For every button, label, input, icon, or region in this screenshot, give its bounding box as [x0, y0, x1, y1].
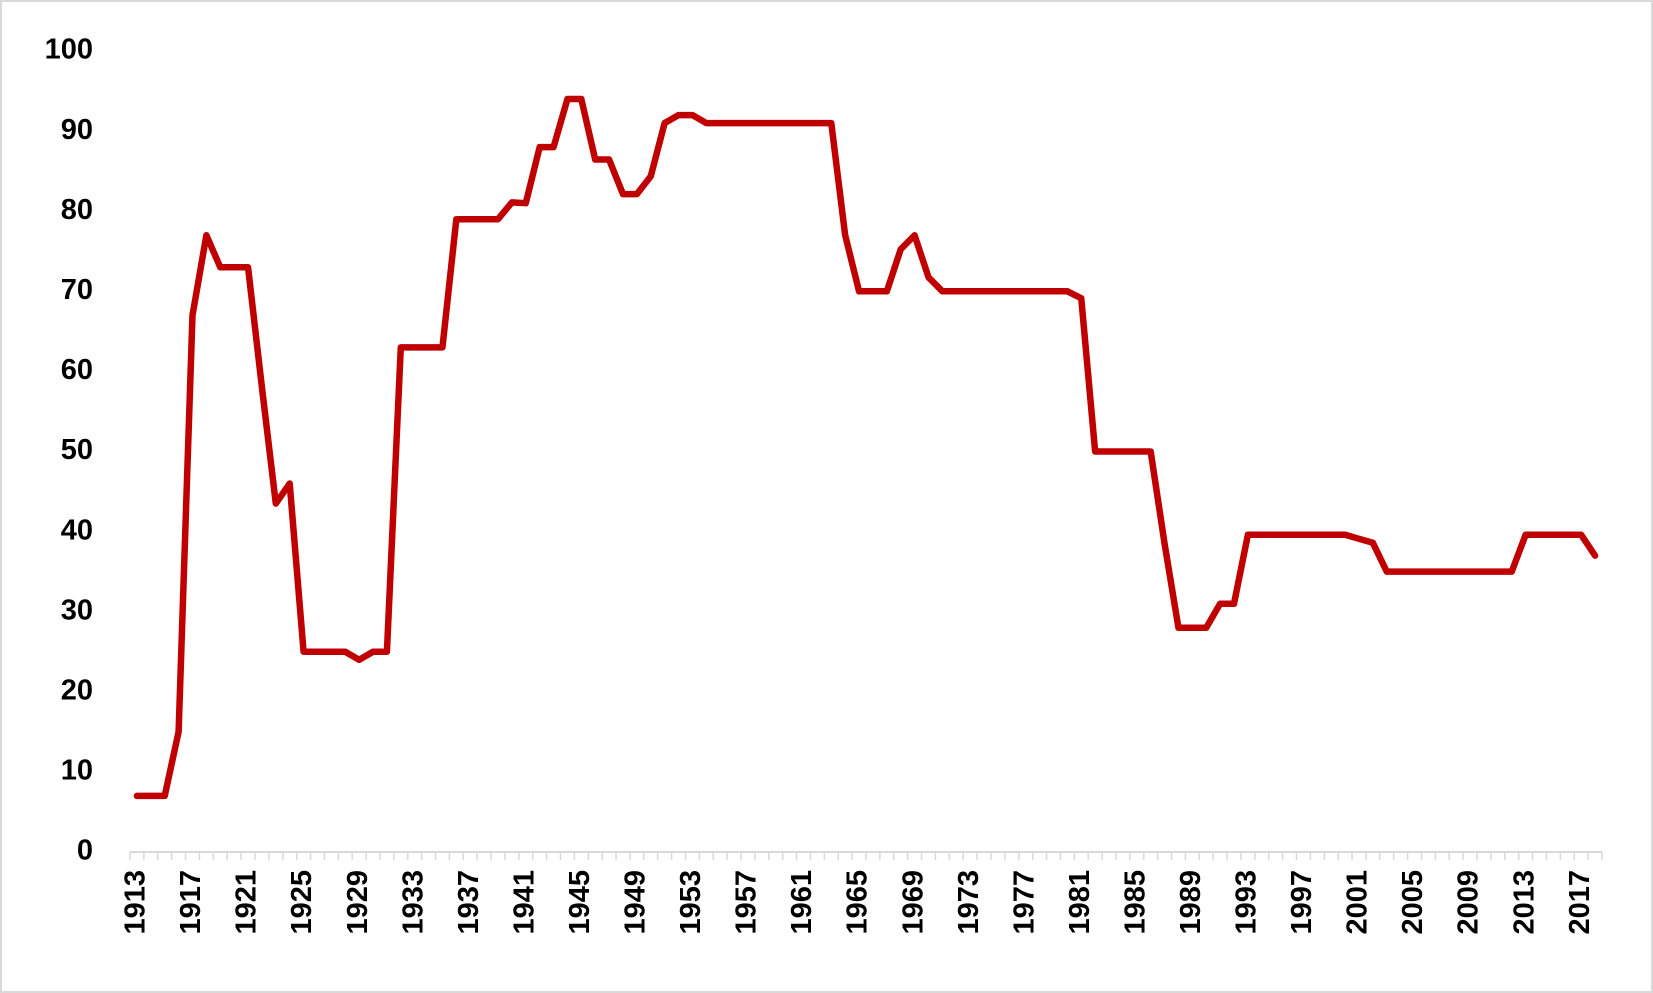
x-tick-label: 1937: [453, 870, 485, 935]
x-tick-label: 1961: [786, 870, 818, 935]
x-tick-label: 2005: [1397, 870, 1429, 935]
x-tick-label: 1921: [231, 870, 263, 935]
x-tick-label: 1973: [953, 870, 985, 935]
x-tick-label: 1997: [1286, 870, 1318, 935]
x-tick-label: 2009: [1453, 870, 1485, 935]
y-tick-label: 70: [61, 274, 93, 306]
y-tick-label: 50: [61, 434, 93, 466]
x-tick-label: 1913: [120, 870, 152, 935]
x-tick-label: 1953: [675, 870, 707, 935]
y-tick-label: 80: [61, 194, 93, 226]
y-tick-label: 90: [61, 114, 93, 146]
x-tick-label: 2001: [1342, 870, 1374, 935]
x-tick-label: 1929: [342, 870, 374, 935]
y-tick-label: 60: [61, 354, 93, 386]
x-tick-label: 1985: [1119, 870, 1151, 935]
x-tick-label: 1917: [175, 870, 207, 935]
y-tick-label: 20: [61, 674, 93, 706]
x-tick-label: 1933: [397, 870, 429, 935]
y-tick-label: 100: [45, 34, 93, 66]
x-tick-label: 1993: [1231, 870, 1263, 935]
x-tick-label: 2017: [1564, 870, 1596, 935]
x-tick-label: 1977: [1008, 870, 1040, 935]
x-tick-label: 2013: [1508, 870, 1540, 935]
x-tick-label: 1965: [842, 870, 874, 935]
y-tick-label: 10: [61, 755, 93, 787]
x-tick-label: 1989: [1175, 870, 1207, 935]
y-tick-label: 0: [77, 835, 93, 867]
x-tick-label: 1957: [731, 870, 763, 935]
x-tick-label: 1945: [564, 870, 596, 935]
y-tick-label: 30: [61, 594, 93, 626]
x-tick-label: 1941: [508, 870, 540, 935]
y-tick-label: 40: [61, 514, 93, 546]
x-tick-label: 1925: [286, 870, 318, 935]
x-tick-label: 1981: [1064, 870, 1096, 935]
data-line: [133, 95, 1599, 800]
x-tick-label: 1969: [897, 870, 929, 935]
x-tick-label: 1949: [620, 870, 652, 935]
